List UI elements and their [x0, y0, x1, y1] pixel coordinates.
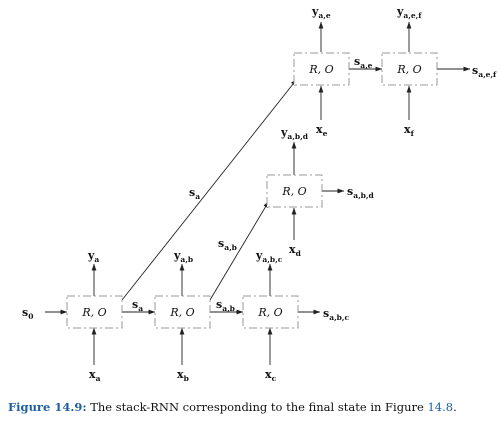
label-yabd: ya,b,d — [280, 126, 309, 141]
label-xd: xd — [289, 243, 302, 258]
cell-f-text: R, O — [396, 63, 421, 76]
caption-label: Figure 14.9: — [8, 400, 87, 414]
label-xa: xa — [89, 368, 101, 383]
label-xe: xe — [316, 123, 328, 138]
cell-c: R, O — [243, 296, 298, 328]
cells: R, O R, O R, O R, O R, O R, O — [67, 53, 437, 328]
cell-e-text: R, O — [308, 63, 333, 76]
cell-a: R, O — [67, 296, 122, 328]
figure-caption: Figure 14.9: The stack-RNN corresponding… — [8, 400, 498, 414]
label-sabc: sa,b,c — [323, 307, 350, 322]
cell-b-text: R, O — [169, 306, 194, 319]
label-sabd: sa,b,d — [347, 185, 375, 200]
label-sa-diag: sa — [189, 186, 200, 201]
caption-end: . — [453, 400, 457, 414]
cell-e: R, O — [294, 53, 349, 85]
label-xb: xb — [177, 368, 189, 383]
label-sab-diag: sa,b — [218, 237, 237, 252]
label-ya: ya — [87, 249, 99, 264]
cell-d: R, O — [267, 175, 322, 207]
label-xc: xc — [265, 368, 277, 383]
caption-figure-ref[interactable]: 14.8 — [427, 400, 453, 414]
label-sa-bottom: sa — [132, 298, 143, 313]
cell-f: R, O — [382, 53, 437, 85]
label-yae: ya,e — [311, 5, 331, 20]
label-yab: ya,b — [173, 249, 193, 264]
cell-b: R, O — [155, 296, 210, 328]
cell-d-text: R, O — [281, 185, 306, 198]
label-saef: sa,e,f — [472, 64, 497, 79]
label-sae: sa,e — [354, 55, 373, 70]
cell-c-text: R, O — [257, 306, 282, 319]
label-yabc: ya,b,c — [255, 249, 283, 264]
caption-text: The stack-RNN corresponding to the final… — [87, 400, 428, 414]
label-xf: xf — [404, 123, 415, 138]
label-yaef: ya,e,f — [396, 5, 422, 20]
label-s0: s0 — [22, 306, 33, 321]
cell-a-text: R, O — [81, 306, 106, 319]
label-sab-bottom: sa,b — [216, 298, 235, 313]
